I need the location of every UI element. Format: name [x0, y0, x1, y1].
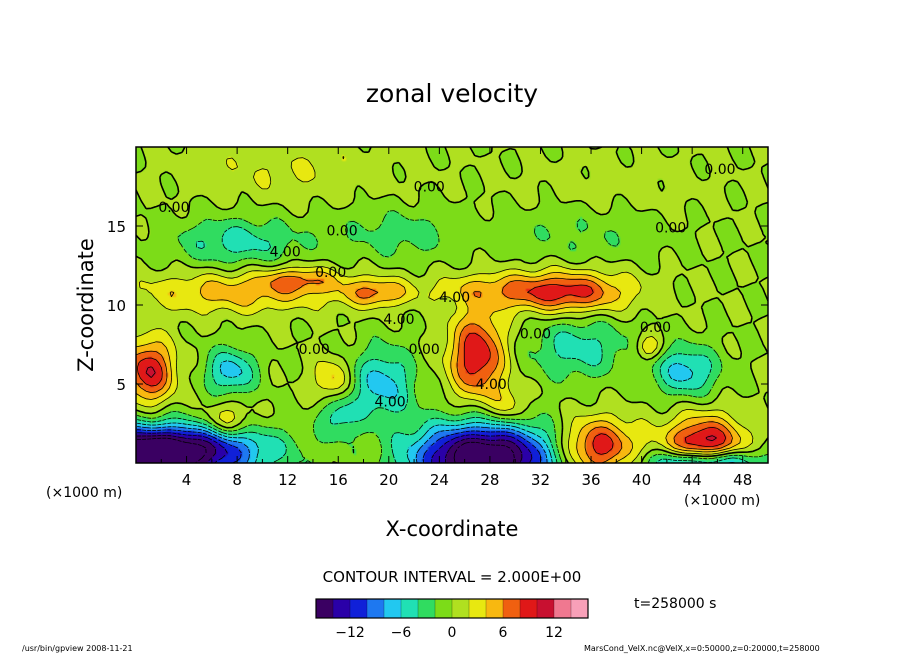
colorbar-tick-label: 0 [448, 625, 457, 641]
plot-area: 0.00 0.00 0.00 0.00 0.00 4.00 0.00 4.00 4.00 0.00… [135, 146, 769, 464]
x-tick-label: 36 [581, 471, 600, 489]
contour-labels: 0.00 0.00 0.00 0.00 0.00 4.00 0.00 4.00 4.00 0.00… [158, 162, 735, 410]
contour-line [145, 366, 717, 442]
contour-line [136, 156, 754, 463]
contour-line [136, 429, 542, 463]
y-tick-label: 10 [107, 297, 126, 315]
x-tick-label: 40 [632, 471, 651, 489]
contour-label: 4.00 [383, 312, 414, 328]
contour-label: 0.00 [520, 326, 551, 342]
x-tick-label: 20 [379, 471, 398, 489]
contour-label: 0.00 [409, 342, 440, 358]
contour-label: 0.00 [640, 320, 671, 336]
y-axis-label: Z-coordinate [74, 238, 98, 372]
contour-label: 4.00 [270, 244, 301, 260]
x-tick-label: 44 [683, 471, 702, 489]
colorbar-tick-label: −6 [391, 625, 412, 641]
contour-line [136, 275, 733, 463]
chart-title: zonal velocity [366, 79, 538, 108]
footer-right: MarsCond_VelX.nc@VelX,x=0:50000,z=0:2000… [584, 644, 820, 653]
x-tick-label: 32 [531, 471, 550, 489]
contour-label: 4.00 [374, 394, 405, 410]
contour-label: 0.00 [326, 224, 357, 240]
colorbar-ticks: −12 −6 0 6 12 [335, 625, 563, 641]
colorbar: −12 −6 0 6 12 [315, 598, 589, 641]
colorbar-dividers [332, 599, 572, 618]
x-tick-label: 16 [329, 471, 348, 489]
colorbar-tick-label: 6 [499, 625, 508, 641]
contour-label: 0.00 [315, 265, 346, 281]
x-tick-label: 12 [278, 471, 297, 489]
contour-lines [136, 147, 768, 463]
contour-label: 0.00 [158, 200, 189, 216]
contour-line [136, 271, 741, 463]
time-label: t=258000 s [634, 596, 716, 612]
contour-line [136, 432, 533, 463]
y-axis-unit: (×1000 m) [46, 485, 122, 501]
contour-label: 0.00 [655, 221, 686, 237]
x-tick-label: 24 [430, 471, 449, 489]
contour-label: 0.00 [299, 342, 330, 358]
contour-line [136, 284, 727, 455]
footer-left: /usr/bin/gpview 2008-11-21 [22, 644, 133, 653]
colorbar-tick-label: 12 [545, 625, 563, 641]
contour-label: 4.00 [476, 377, 507, 393]
colorbar-tick-label: −12 [335, 625, 365, 641]
x-axis-label: X-coordinate [386, 517, 519, 541]
x-axis-ticks: 4 8 12 16 20 24 28 32 36 40 44 48 [160, 147, 752, 489]
x-tick-label: 4 [182, 471, 192, 489]
contour-line [136, 360, 736, 463]
contour-label: 0.00 [414, 180, 445, 196]
y-axis-ticks: 5 10 15 [107, 218, 768, 394]
x-tick-label: 28 [480, 471, 499, 489]
x-tick-label: 48 [733, 471, 752, 489]
colorbar-frame [315, 598, 589, 619]
contour-label: 0.00 [704, 162, 735, 178]
y-tick-label: 15 [107, 218, 126, 236]
contour-interval: CONTOUR INTERVAL = 2.000E+00 [323, 568, 582, 586]
y-tick-label: 5 [116, 376, 126, 394]
x-tick-label: 8 [232, 471, 242, 489]
velocity-heatmap [136, 147, 768, 463]
x-axis-unit: (×1000 m) [684, 493, 760, 509]
contour-label: 4.00 [439, 290, 470, 306]
